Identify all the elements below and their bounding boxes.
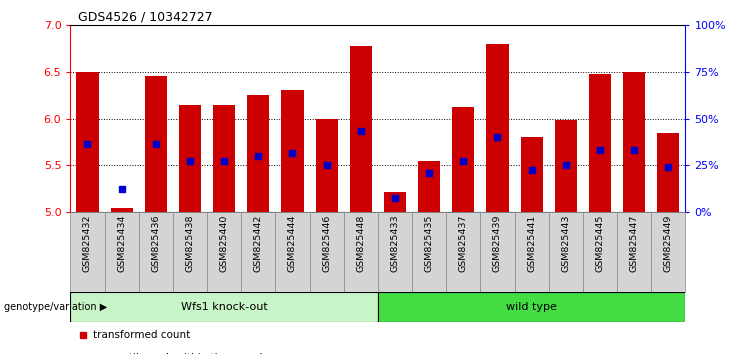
FancyBboxPatch shape (344, 212, 378, 292)
Bar (350, 46, 372, 212)
Text: GSM825449: GSM825449 (664, 215, 673, 272)
FancyBboxPatch shape (617, 212, 651, 292)
Text: GSM825443: GSM825443 (562, 215, 571, 272)
FancyBboxPatch shape (651, 212, 685, 292)
Bar (384, 192, 406, 212)
Bar (144, 76, 167, 212)
FancyBboxPatch shape (242, 212, 276, 292)
Text: GDS4526 / 10342727: GDS4526 / 10342727 (78, 11, 213, 24)
Bar (247, 95, 270, 212)
FancyBboxPatch shape (446, 212, 480, 292)
Text: GSM825433: GSM825433 (391, 215, 399, 273)
Bar (213, 104, 235, 212)
Bar (282, 91, 304, 212)
Text: Wfs1 knock-out: Wfs1 knock-out (181, 302, 268, 312)
FancyBboxPatch shape (412, 212, 446, 292)
FancyBboxPatch shape (173, 212, 207, 292)
Text: GSM825448: GSM825448 (356, 215, 365, 272)
Bar (657, 133, 679, 212)
FancyBboxPatch shape (378, 212, 412, 292)
Text: GSM825434: GSM825434 (117, 215, 126, 272)
Text: GSM825432: GSM825432 (83, 215, 92, 272)
Text: GSM825440: GSM825440 (219, 215, 229, 272)
Text: GSM825444: GSM825444 (288, 215, 297, 272)
FancyBboxPatch shape (139, 212, 173, 292)
FancyBboxPatch shape (514, 212, 549, 292)
Bar (76, 72, 99, 212)
Text: percentile rank within the sample: percentile rank within the sample (93, 353, 269, 354)
FancyBboxPatch shape (104, 212, 139, 292)
Text: GSM825438: GSM825438 (185, 215, 194, 272)
Bar (316, 119, 338, 212)
Bar (623, 72, 645, 212)
FancyBboxPatch shape (70, 212, 104, 292)
FancyBboxPatch shape (480, 212, 514, 292)
FancyBboxPatch shape (276, 212, 310, 292)
Bar (589, 74, 611, 212)
Text: GSM825437: GSM825437 (459, 215, 468, 272)
Bar (110, 208, 133, 212)
FancyBboxPatch shape (549, 212, 583, 292)
Text: wild type: wild type (506, 302, 557, 312)
Bar (418, 161, 440, 212)
Text: genotype/variation ▶: genotype/variation ▶ (4, 302, 107, 312)
Bar (521, 137, 542, 212)
FancyBboxPatch shape (70, 292, 378, 322)
FancyBboxPatch shape (583, 212, 617, 292)
FancyBboxPatch shape (310, 212, 344, 292)
Bar (452, 107, 474, 212)
Text: GSM825446: GSM825446 (322, 215, 331, 272)
Text: GSM825447: GSM825447 (630, 215, 639, 272)
Text: GSM825445: GSM825445 (596, 215, 605, 272)
FancyBboxPatch shape (207, 212, 242, 292)
Text: GSM825442: GSM825442 (254, 215, 263, 272)
FancyBboxPatch shape (378, 292, 685, 322)
Text: GSM825439: GSM825439 (493, 215, 502, 272)
Text: GSM825436: GSM825436 (151, 215, 160, 272)
Bar (555, 120, 577, 212)
Text: transformed count: transformed count (93, 330, 190, 340)
Bar (486, 44, 508, 212)
Text: GSM825441: GSM825441 (527, 215, 536, 272)
Bar (179, 104, 201, 212)
Text: GSM825435: GSM825435 (425, 215, 433, 272)
